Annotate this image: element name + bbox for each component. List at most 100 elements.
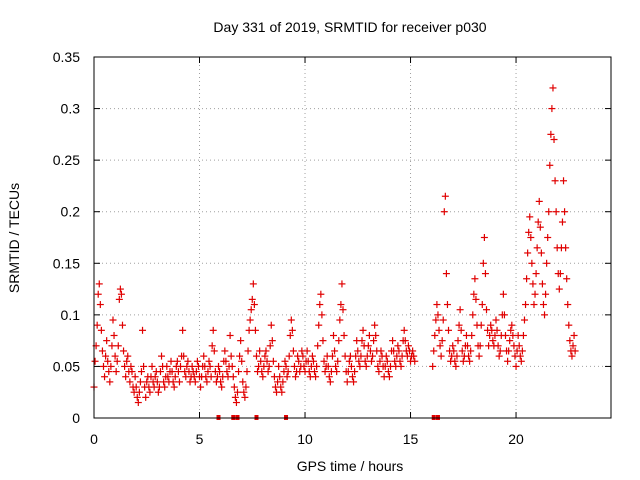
data-point	[475, 352, 483, 360]
data-point	[362, 362, 370, 370]
data-point	[337, 301, 345, 309]
data-point	[552, 208, 560, 216]
data-point	[541, 311, 549, 319]
data-point	[283, 373, 291, 381]
data-point	[545, 208, 553, 216]
data-point	[321, 368, 329, 376]
data-point	[204, 368, 212, 376]
data-point	[369, 352, 377, 360]
data-point	[126, 378, 134, 386]
data-point	[450, 347, 458, 355]
data-point	[518, 347, 526, 355]
data-point	[290, 362, 298, 370]
y-tick-label: 0.1	[61, 307, 81, 323]
data-point	[500, 311, 508, 319]
data-point	[312, 373, 320, 381]
data-point	[207, 373, 215, 381]
data-point	[435, 326, 443, 334]
data-point	[161, 383, 169, 391]
data-point	[237, 337, 245, 345]
data-point	[516, 352, 524, 360]
data-point	[231, 393, 239, 401]
data-point	[443, 301, 451, 309]
data-point	[257, 357, 265, 365]
data-point	[459, 357, 467, 365]
data-point	[499, 290, 507, 298]
data-point	[512, 362, 520, 370]
data-point	[539, 301, 547, 309]
data-point	[99, 362, 107, 370]
data-point	[289, 347, 297, 355]
data-point	[560, 177, 568, 185]
data-point	[467, 347, 475, 355]
data-point	[314, 342, 322, 350]
data-point	[221, 347, 229, 355]
data-point	[265, 362, 273, 370]
data-point	[135, 388, 143, 396]
data-point	[206, 362, 214, 370]
data-point	[472, 295, 480, 303]
data-point	[324, 362, 332, 370]
data-point	[404, 342, 412, 350]
data-point	[434, 311, 442, 319]
data-point	[471, 275, 479, 283]
data-point	[331, 347, 339, 355]
data-point	[504, 357, 512, 365]
data-point	[436, 342, 444, 350]
data-point	[571, 347, 579, 355]
data-point	[106, 378, 114, 386]
data-point	[542, 290, 550, 298]
data-point	[276, 373, 284, 381]
data-point	[200, 352, 208, 360]
data-point	[266, 342, 274, 350]
data-point	[102, 352, 110, 360]
data-point	[468, 331, 476, 339]
data-point	[252, 352, 260, 360]
data-point	[334, 357, 342, 365]
data-point	[168, 368, 176, 376]
data-point	[121, 362, 129, 370]
axis-ticks	[93, 56, 611, 419]
data-point	[451, 357, 459, 365]
data-point	[357, 352, 365, 360]
data-point	[226, 331, 234, 339]
data-point	[146, 388, 154, 396]
data-point	[534, 218, 542, 226]
data-point	[242, 383, 250, 391]
data-point	[215, 362, 223, 370]
data-point	[401, 337, 409, 345]
data-point	[330, 331, 338, 339]
y-tick-label: 0.15	[53, 255, 80, 271]
data-point	[409, 347, 417, 355]
data-point	[548, 105, 556, 113]
data-point	[318, 311, 326, 319]
data-point	[98, 347, 106, 355]
data-point	[278, 388, 286, 396]
data-point	[205, 357, 213, 365]
data-point	[347, 362, 355, 370]
data-point	[317, 290, 325, 298]
data-point	[251, 326, 259, 334]
data-point	[223, 368, 231, 376]
data-point	[568, 352, 576, 360]
data-point	[277, 383, 285, 391]
data-point	[333, 368, 341, 376]
data-point	[109, 316, 117, 324]
data-point	[262, 347, 270, 355]
data-point	[491, 331, 499, 339]
data-point	[110, 331, 118, 339]
data-point	[366, 347, 374, 355]
data-point	[493, 326, 501, 334]
data-point	[239, 378, 247, 386]
data-point	[449, 342, 457, 350]
data-point	[122, 373, 130, 381]
data-point	[97, 326, 105, 334]
data-point	[389, 337, 397, 345]
x-tick-label: 10	[297, 431, 313, 447]
x-axis-title: GPS time / hours	[297, 458, 404, 474]
data-point	[249, 280, 257, 288]
x-tick-labels: 0 5 10 15 20	[90, 431, 524, 447]
data-point	[358, 337, 366, 345]
y-tick-label: 0.2	[61, 204, 81, 220]
